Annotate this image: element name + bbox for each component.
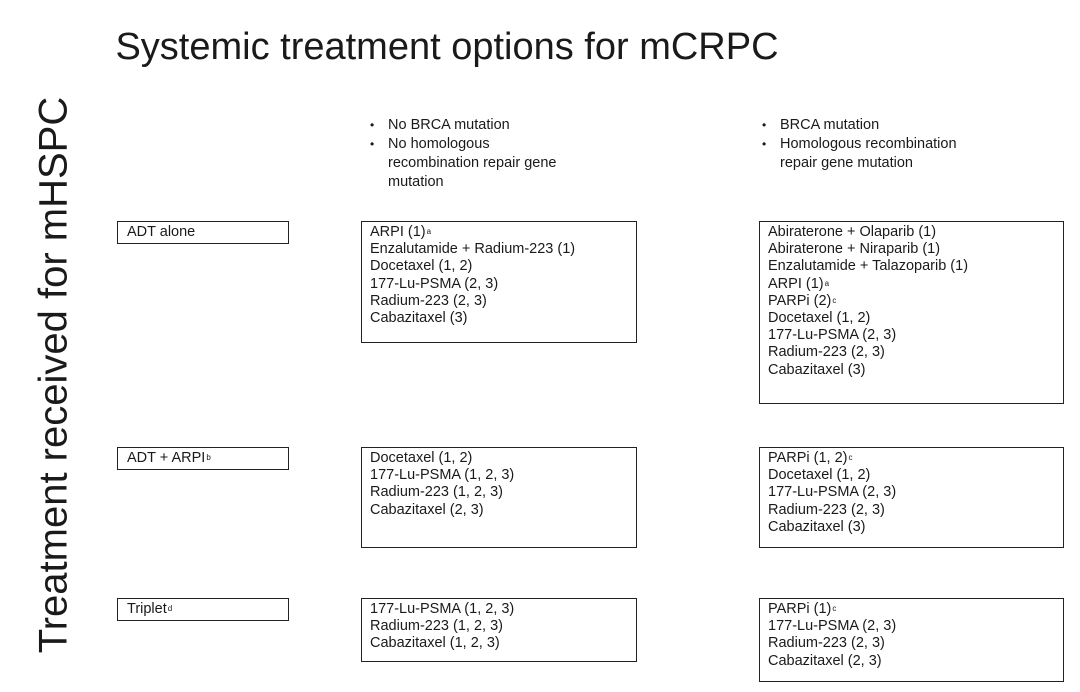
treatment-text: Cabazitaxel (2, 3) <box>370 501 484 518</box>
treatment-list: PARPi (1, 2)c Docetaxel (1, 2) 177-Lu-PSMA… <box>768 450 973 536</box>
treatment-option: Radium-223 (2, 3) <box>768 635 973 652</box>
treatment-list: Abiraterone + Olaparib (1) Abiraterone + … <box>768 224 973 379</box>
treatment-option: PARPi (1, 2)c <box>768 450 973 467</box>
footnote-marker: b <box>206 453 211 462</box>
treatment-option: PARPi (2)c <box>768 293 973 310</box>
treatment-option: Cabazitaxel (2, 3) <box>370 502 628 519</box>
treatment-text: Enzalutamide + Radium-223 (1) <box>370 241 576 258</box>
treatment-option: Radium-223 (2, 3) <box>768 344 973 361</box>
treatment-box-no-mutation: Docetaxel (1, 2) 177-Lu-PSMA (1, 2, 3) Rad… <box>361 447 637 548</box>
treatment-text: 177-Lu-PSMA (1, 2, 3) <box>370 601 515 617</box>
treatment-text: Cabazitaxel (1, 2, 3) <box>370 635 500 652</box>
footnote-marker: c <box>832 295 837 305</box>
treatment-option: Radium-223 (2, 3) <box>768 502 973 519</box>
treatment-option: Cabazitaxel (1, 2, 3) <box>370 635 628 652</box>
treatment-text: Radium-223 (2, 3) <box>768 344 885 361</box>
treatment-text: Cabazitaxel (2, 3) <box>768 652 882 669</box>
treatment-option: Abiraterone + Niraparib (1) <box>768 241 973 258</box>
treatment-option: 177-Lu-PSMA (1, 2, 3) <box>370 467 628 484</box>
treatment-text: 177-Lu-PSMA (2, 3) <box>768 618 897 635</box>
treatment-option: Radium-223 (1, 2, 3) <box>370 484 628 501</box>
treatment-option: Enzalutamide + Radium-223 (1) <box>370 241 628 258</box>
treatment-text: 177-Lu-PSMA (2, 3) <box>768 327 897 344</box>
treatment-box-mutation: PARPi (1)c 177-Lu-PSMA (2, 3) Radium-223 (… <box>759 598 1064 682</box>
row-axis-title: Treatment received for mHSPC <box>31 96 76 654</box>
treatment-text: Docetaxel (1, 2) <box>370 450 473 466</box>
treatment-text: Radium-223 (2, 3) <box>370 292 487 309</box>
treatment-box-mutation: Abiraterone + Olaparib (1) Abiraterone + … <box>759 221 1064 404</box>
treatment-text: Radium-223 (1, 2, 3) <box>370 618 503 635</box>
treatment-list: PARPi (1)c 177-Lu-PSMA (2, 3) Radium-223 (… <box>768 601 973 670</box>
row-label: ADT alone <box>127 224 196 240</box>
treatment-text: Docetaxel (1, 2) <box>370 258 473 275</box>
treatment-option: Radium-223 (1, 2, 3) <box>370 618 628 635</box>
treatment-text: Abiraterone + Niraparib (1) <box>768 241 941 258</box>
treatment-option: Radium-223 (2, 3) <box>370 293 628 310</box>
treatment-option: Docetaxel (1, 2) <box>370 450 628 467</box>
treatment-text: Docetaxel (1, 2) <box>768 467 871 484</box>
treatment-text: Abiraterone + Olaparib (1) <box>768 224 937 240</box>
footnote-marker: a <box>824 278 830 288</box>
treatment-option: Cabazitaxel (3) <box>370 310 628 327</box>
row-label-box: Tripletd <box>117 598 289 621</box>
treatment-text: Cabazitaxel (3) <box>768 361 866 378</box>
treatment-list: 177-Lu-PSMA (1, 2, 3) Radium-223 (1, 2, 3… <box>370 601 628 653</box>
treatment-list: ARPI (1)a Enzalutamide + Radium-223 (1) Do… <box>370 224 628 327</box>
treatment-option: Cabazitaxel (3) <box>768 519 973 536</box>
treatment-text: Radium-223 (2, 3) <box>768 635 885 652</box>
footnote-marker: c <box>832 604 837 613</box>
treatment-option: 177-Lu-PSMA (2, 3) <box>768 484 973 501</box>
treatment-option: 177-Lu-PSMA (2, 3) <box>768 618 973 635</box>
treatment-option: 177-Lu-PSMA (1, 2, 3) <box>370 601 628 618</box>
column-criterion: BRCA mutation <box>757 116 990 135</box>
treatment-list: Docetaxel (1, 2) 177-Lu-PSMA (1, 2, 3) Rad… <box>370 450 628 519</box>
treatment-text: 177-Lu-PSMA (2, 3) <box>768 484 897 501</box>
footnote-marker: a <box>426 227 432 236</box>
treatment-text: 177-Lu-PSMA (2, 3) <box>370 275 499 292</box>
treatment-text: Enzalutamide + Talazoparib (1) <box>768 258 969 275</box>
row-label-box: ADT + ARPIb <box>117 447 289 470</box>
treatment-option: 177-Lu-PSMA (2, 3) <box>768 327 973 344</box>
treatment-box-no-mutation: 177-Lu-PSMA (1, 2, 3) Radium-223 (1, 2, 3… <box>361 598 637 662</box>
treatment-text: Cabazitaxel (3) <box>370 310 468 327</box>
treatment-text: PARPi (1, 2) <box>768 450 848 466</box>
treatment-option: Docetaxel (1, 2) <box>768 310 973 327</box>
treatment-box-no-mutation: ARPI (1)a Enzalutamide + Radium-223 (1) Do… <box>361 221 637 343</box>
treatment-option: Docetaxel (1, 2) <box>768 467 973 484</box>
diagram-title: Systemic treatment options for mCRPC <box>115 26 779 68</box>
treatment-option: Docetaxel (1, 2) <box>370 258 628 275</box>
column-criterion: No BRCA mutation <box>365 116 558 135</box>
treatment-option: 177-Lu-PSMA (2, 3) <box>370 276 628 293</box>
treatment-box-mutation: PARPi (1, 2)c Docetaxel (1, 2) 177-Lu-PSMA… <box>759 447 1064 548</box>
column-criterion: No homologous recombination repair gene … <box>365 135 558 192</box>
treatment-text: Radium-223 (1, 2, 3) <box>370 484 503 501</box>
treatment-text: Radium-223 (2, 3) <box>768 501 885 518</box>
treatment-option: ARPI (1)a <box>768 276 973 293</box>
treatment-option: Cabazitaxel (2, 3) <box>768 653 973 670</box>
treatment-option: ARPI (1)a <box>370 224 628 241</box>
treatment-text: ARPI (1) <box>370 224 426 240</box>
treatment-text: PARPi (2) <box>768 292 832 309</box>
treatment-text: ARPI (1) <box>768 275 824 292</box>
treatment-text: Cabazitaxel (3) <box>768 518 866 535</box>
row-label-box: ADT alone <box>117 221 289 244</box>
column-criterion: Homologous recombination repair gene mut… <box>757 135 990 173</box>
treatment-option: Cabazitaxel (3) <box>768 362 973 379</box>
treatment-text: PARPi (1) <box>768 601 832 617</box>
treatment-text: 177-Lu-PSMA (1, 2, 3) <box>370 467 515 484</box>
column-header-mutation: BRCA mutation Homologous recombination r… <box>757 116 997 173</box>
treatment-option: Enzalutamide + Talazoparib (1) <box>768 258 973 275</box>
footnote-marker: c <box>848 453 853 462</box>
treatment-text: Docetaxel (1, 2) <box>768 310 871 327</box>
treatment-option: Abiraterone + Olaparib (1) <box>768 224 973 241</box>
column-header-no-mutation: No BRCA mutation No homologous recombina… <box>365 116 565 192</box>
treatment-option: PARPi (1)c <box>768 601 973 618</box>
row-label: ADT + ARPI <box>127 450 206 466</box>
row-label: Triplet <box>127 601 167 617</box>
footnote-marker: d <box>167 604 173 613</box>
